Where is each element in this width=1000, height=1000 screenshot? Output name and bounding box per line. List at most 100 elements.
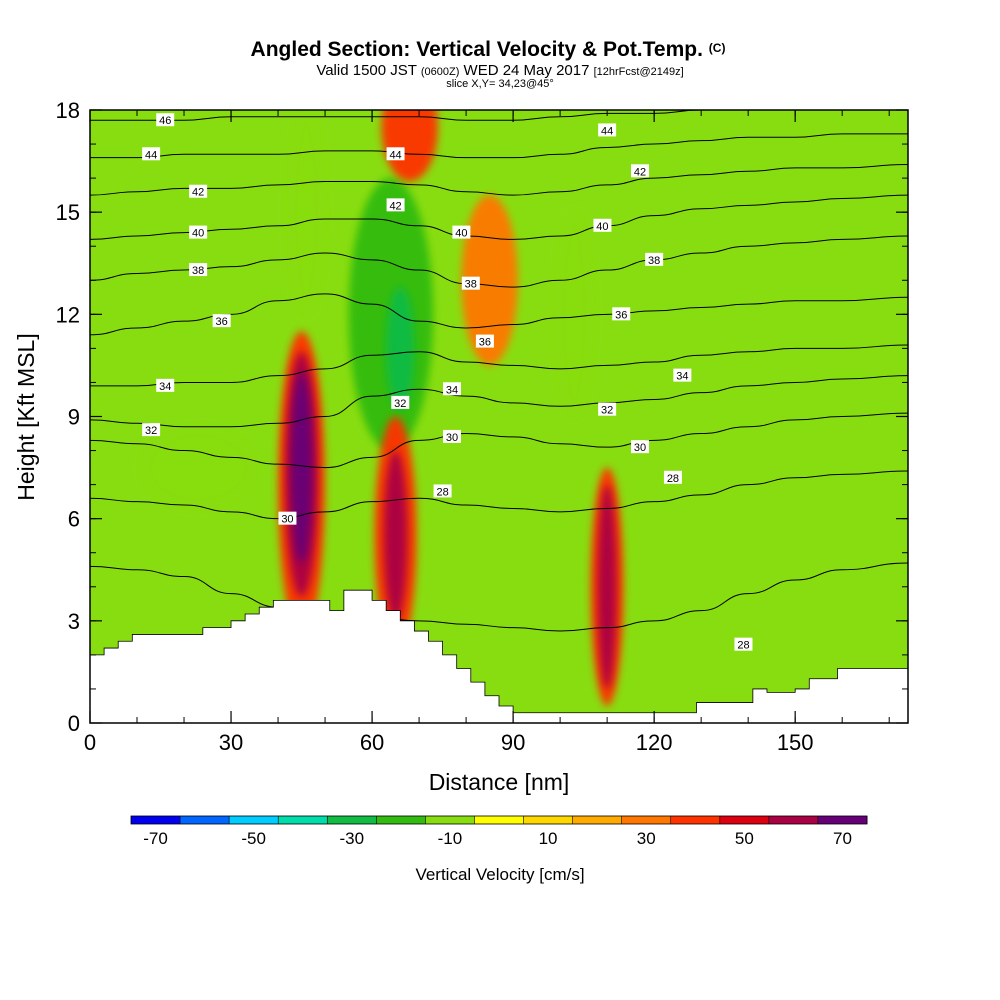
contour-label-box [663,470,682,484]
contour-label-text: 44 [601,125,613,137]
contour-label-text: 36 [479,337,491,349]
y-tick-label: 15 [56,200,80,225]
subtitle-date: WED 24 May 2017 [464,62,590,79]
wv-cell [597,484,617,689]
isentrope-line [90,110,908,121]
contour-label: 36 [212,314,231,328]
contour-label-text: 32 [394,398,406,410]
contour-label-box [598,402,617,416]
colorbar-swatch [572,816,623,824]
colorbar-label: Vertical Velocity [cm/s] [415,865,584,884]
vertical-velocity-field [141,110,624,706]
contour-label-box [433,484,452,498]
colorbar-swatch [376,816,426,824]
contour-label: 30 [278,511,297,526]
colorbar-swatch [278,816,328,824]
contour-labels: 46 44 44 44 42 42 42 40 40 40 38 38 38 36 36 36 34 34 34 32… [142,113,753,652]
colorbar-swatch [670,816,721,824]
contour-label-text: 28 [436,486,448,498]
contour-label: 38 [645,252,664,267]
slice-info: slice X,Y= 34,23@45° [446,78,554,90]
contour-label: 44 [598,123,617,137]
y-tick-label: 18 [56,98,80,123]
contour-label: 34 [156,378,175,393]
colorbar-tick-label: -30 [340,829,365,848]
title-main: Angled Section: Vertical Velocity & Pot.… [251,38,703,61]
contour-label-text: 28 [667,473,679,485]
contour-label-text: 30 [281,514,293,526]
chart-subtitle: Valid 1500 JST (0600Z) WED 24 May 2017 [… [316,62,683,79]
colorbar-tick-label: -50 [241,829,266,848]
terrain-mask [90,589,908,723]
colorbar-swatch [180,816,230,824]
x-tick-label: 90 [501,730,525,755]
x-tick-label: 30 [219,730,243,755]
contour-label: 38 [189,263,208,277]
contour-label-text: 38 [648,255,660,267]
isentrope-line [90,344,908,387]
wv-cell [287,110,326,315]
contour-label-box [156,113,175,127]
x-tick-label: 0 [84,730,96,755]
contour-label: 38 [461,276,480,291]
contour-label-text: 42 [634,166,646,178]
contour-label-box [278,511,297,525]
colorbar-swatch [621,816,672,824]
contour-label: 28 [734,637,753,652]
contour-label-text: 34 [446,384,458,396]
contour-label: 28 [663,470,682,485]
y-tick-label: 3 [68,609,80,634]
subtitle-z: (0600Z) [421,66,460,78]
colorbar-swatch [131,816,181,824]
contour-label: 28 [433,484,452,498]
x-tick-label: 60 [360,730,384,755]
contour-label: 30 [631,440,650,454]
y-tick-label: 9 [68,405,80,430]
contour-label-text: 32 [145,425,157,437]
contour-label-box [442,382,461,396]
isentrope-line [90,235,908,288]
contour-label-box [189,184,208,198]
colorbar-tick-label: -70 [143,829,168,848]
colorbar-tick-label: 30 [637,829,656,848]
colorbar-tick-label: 70 [833,829,852,848]
colorbar-tick-label: -10 [438,829,463,848]
contour-label-box [673,368,692,382]
contour-label-text: 40 [455,228,467,240]
contour-label-box [645,252,664,266]
contour-label-box [612,307,631,321]
contour-label-box [631,164,650,178]
contour-label: 40 [593,218,612,233]
contour-label: 32 [598,402,617,417]
contour-label-text: 36 [216,316,228,328]
contour-label: 42 [189,184,208,199]
contour-label-text: 40 [596,221,608,233]
isentrope-line [90,412,908,469]
contour-label-box [142,147,161,161]
contour-label-text: 28 [737,640,749,652]
contour-label: 34 [673,368,692,383]
isentrope-line [90,470,908,520]
contour-label: 36 [475,334,494,349]
colorbar-swatch [327,816,377,824]
colorbar-swatch [719,816,770,824]
wv-cell [555,212,594,417]
contour-label: 32 [142,423,161,437]
colorbar-frame [130,815,868,825]
contour-label-box [142,423,161,437]
contour-label: 36 [612,307,631,321]
subtitle-fcst: [12hrFcst@2149z] [594,66,684,78]
plot-area: 46 44 44 44 42 42 42 40 40 40 38 38 38 36 36 36 34 34 34 32… [89,109,909,724]
contour-label-text: 44 [145,149,157,161]
contour-label-text: 42 [192,187,204,199]
x-axis-label: Distance [nm] [429,769,570,795]
contour-label-text: 34 [676,371,688,383]
contour-label-text: 38 [465,279,477,291]
contour-label-text: 42 [389,200,401,212]
isentrope-line [90,562,908,632]
wv-cell [386,287,415,410]
contour-label-box [391,395,410,409]
contour-label-box [189,225,208,239]
contour-label-box [475,334,494,348]
